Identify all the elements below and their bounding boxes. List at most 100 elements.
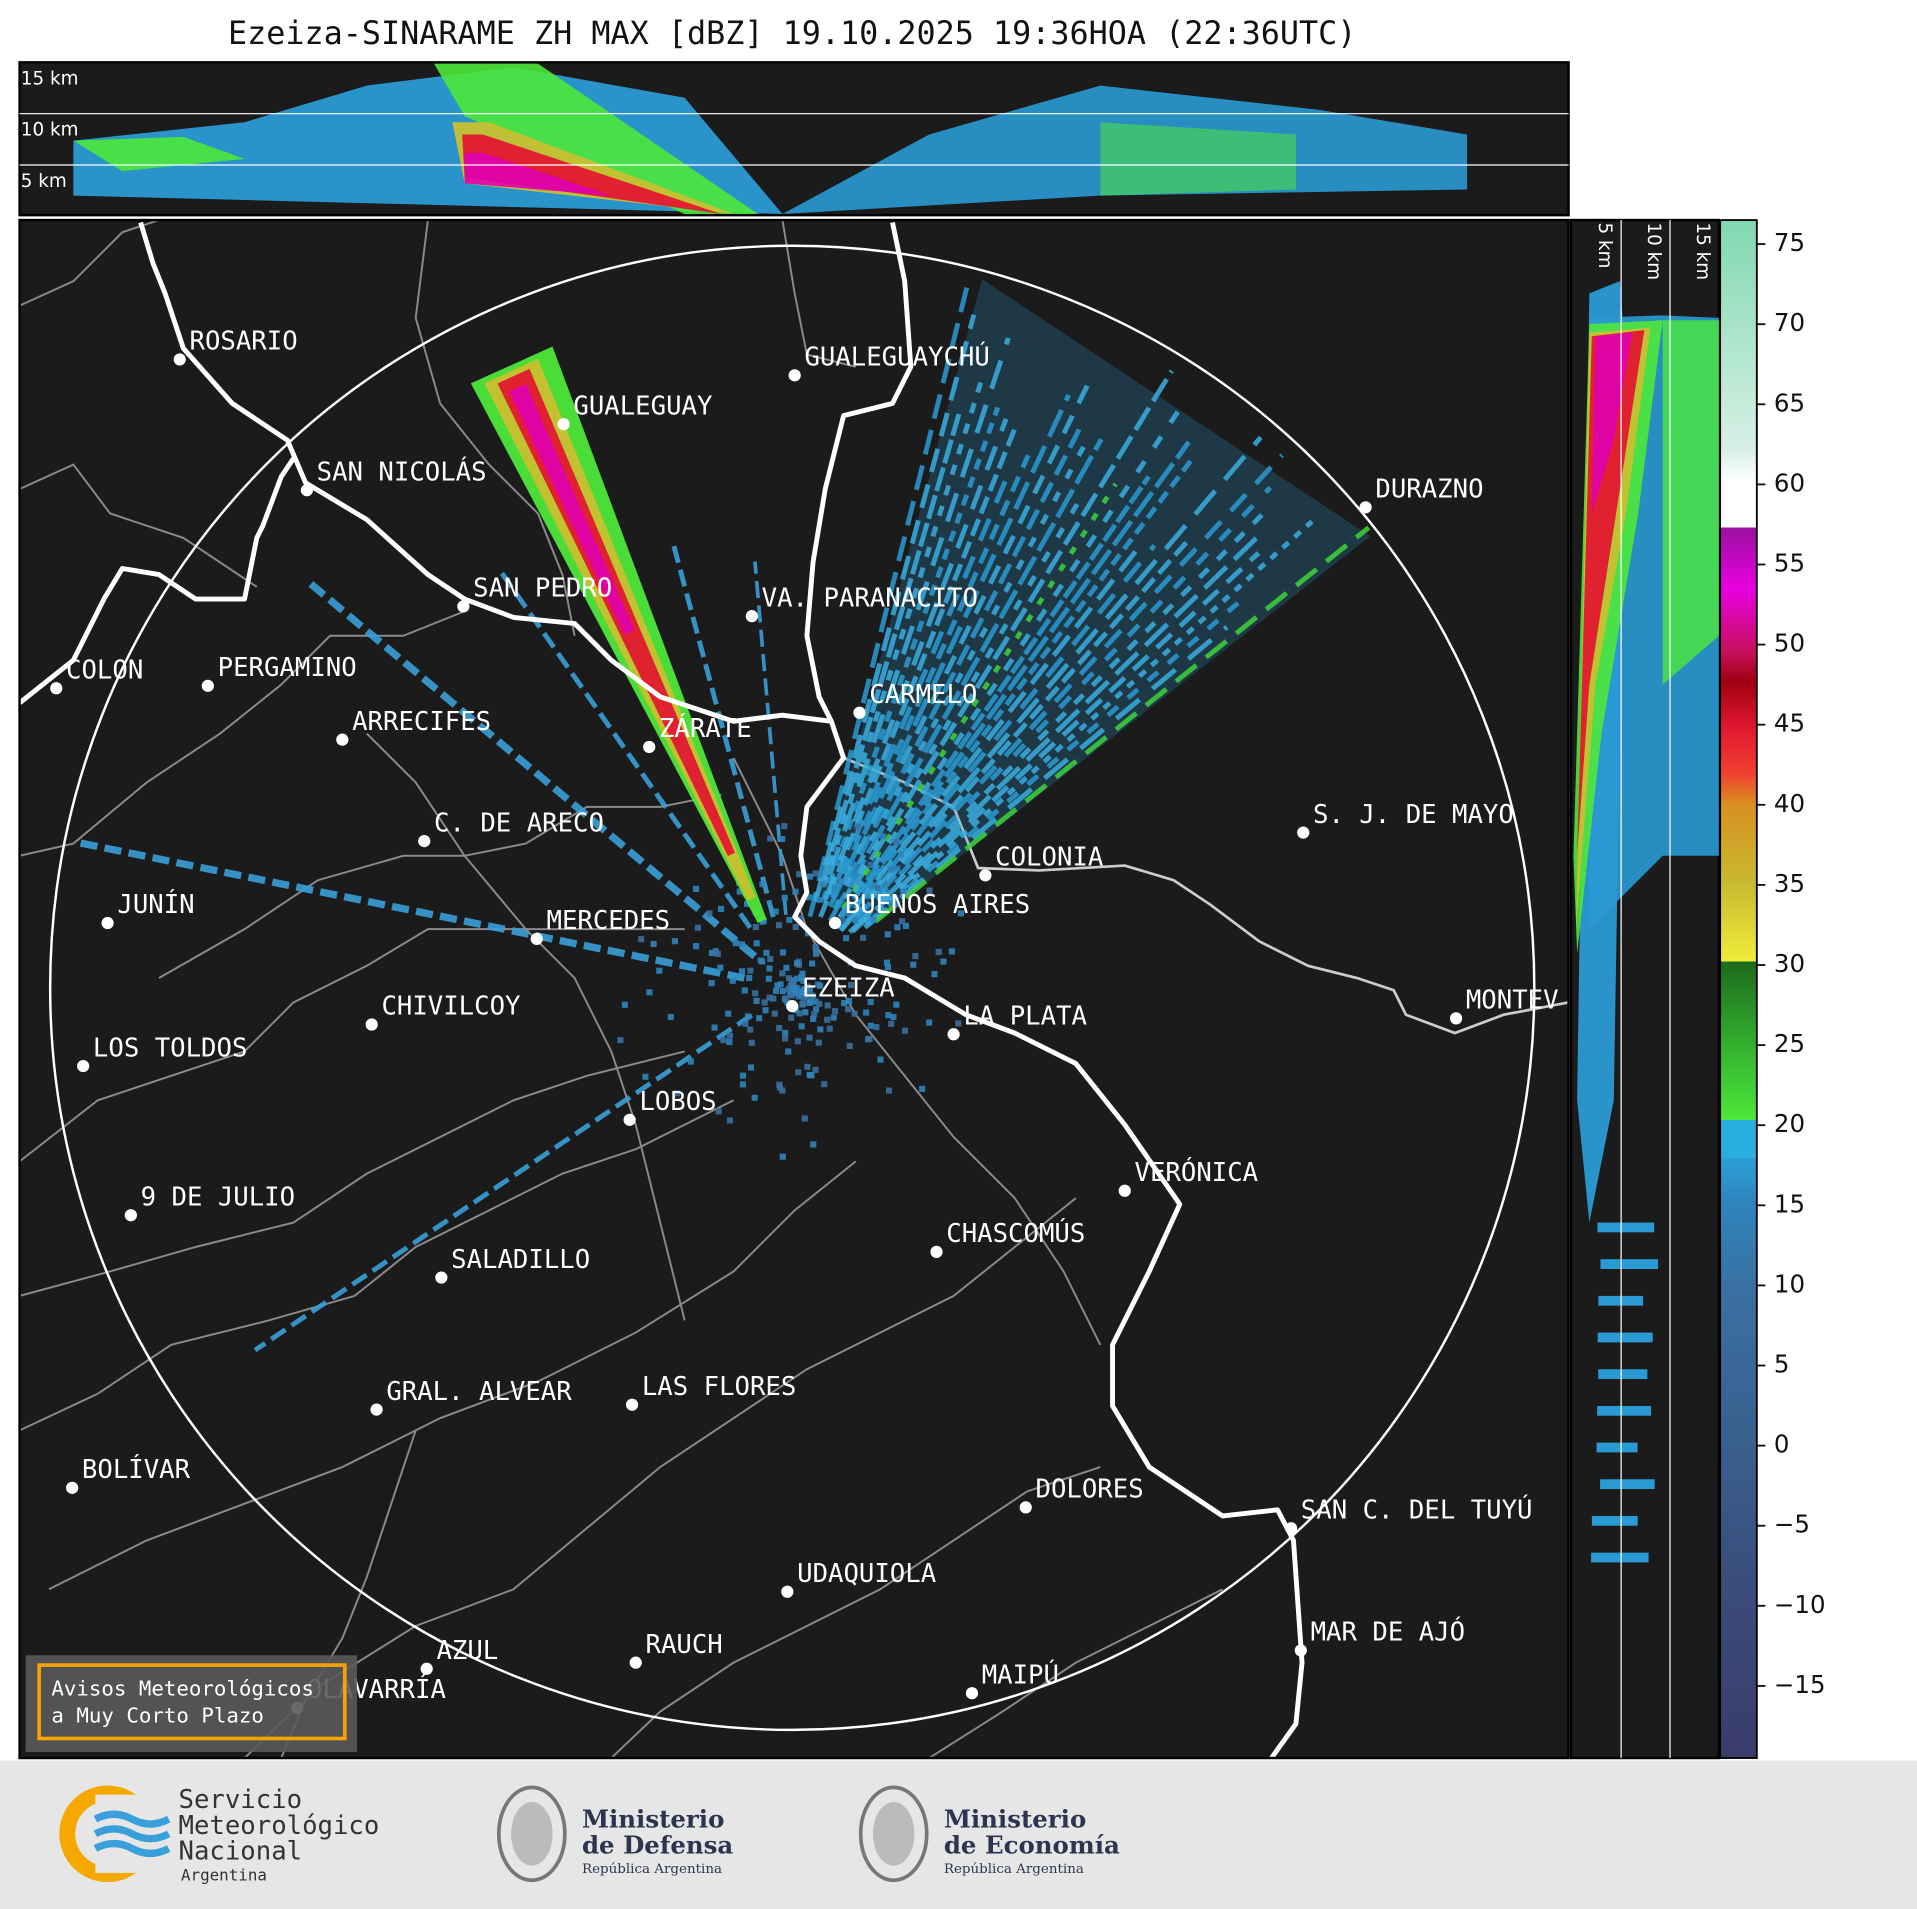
echo-ray <box>830 482 1118 927</box>
echo-ray <box>827 437 1104 922</box>
echo-cell <box>736 888 743 895</box>
city-dot <box>201 679 214 692</box>
echo-ray <box>827 393 1071 908</box>
colorbar-tick-label: −10 <box>1774 1590 1826 1619</box>
echo-cell <box>753 940 760 947</box>
echo-cell <box>804 1063 811 1070</box>
echo-cell <box>874 884 881 892</box>
echo-cell <box>883 959 891 966</box>
echo-cell <box>837 878 845 885</box>
logo-text: Ministerio <box>944 1805 1086 1834</box>
echo-cell <box>792 888 799 895</box>
colorbar-tick-label: −15 <box>1774 1670 1826 1699</box>
notice-text: Avisos Meteorológicos <box>51 1677 314 1701</box>
city-dot <box>336 733 349 746</box>
echo-cell <box>776 1081 783 1088</box>
city-label: BUENOS AIRES <box>845 890 1030 920</box>
height-label: 15 km <box>1692 223 1713 281</box>
echo-cell <box>893 1001 900 1008</box>
city-label: EZEIZA <box>802 973 895 1003</box>
echo-cell <box>801 1115 808 1122</box>
echo-cell <box>767 835 774 842</box>
echo-cell <box>781 996 788 1003</box>
echo-cell <box>776 922 783 929</box>
city-dot <box>643 740 656 754</box>
echo-cell <box>694 924 702 931</box>
logo-smn: Servicio Meteorológico Nacional Argentin… <box>59 1785 379 1884</box>
echo-cell <box>800 977 807 984</box>
echo-ray <box>753 561 788 915</box>
echo-cell <box>766 965 773 972</box>
city-dot <box>435 1271 448 1284</box>
echo-cell <box>782 1035 789 1042</box>
echo-cell <box>726 1039 733 1046</box>
echo-ray <box>844 428 1082 883</box>
echo-cell <box>821 1081 828 1088</box>
echo-cell <box>800 1000 807 1007</box>
echo-cell <box>687 1058 694 1065</box>
echo-cell <box>893 839 900 846</box>
river <box>804 222 914 723</box>
echo-cell <box>880 833 887 840</box>
echo-ray <box>876 507 1269 903</box>
echo-cell <box>801 986 808 993</box>
city-dot <box>1359 501 1372 514</box>
city-label: S. J. DE MAYO <box>1313 800 1514 830</box>
city-label: SAN C. DEL TUYÚ <box>1301 1493 1533 1525</box>
echo-cell <box>642 1073 649 1080</box>
echo-ray <box>852 545 1141 910</box>
echo-cell <box>1600 1479 1655 1490</box>
echo-cell <box>812 870 819 877</box>
echo-ray <box>852 485 1273 925</box>
echo-cell <box>781 823 788 830</box>
echo-cell <box>795 993 803 1000</box>
echo-cell <box>771 1010 778 1017</box>
echo-ray <box>837 543 1157 932</box>
echo-cell <box>847 981 855 989</box>
echo-cell <box>1596 1442 1638 1453</box>
echo-ray <box>823 417 1009 901</box>
echo-ray <box>850 551 1261 934</box>
echo-cell <box>752 990 759 997</box>
echo-cell <box>845 1006 852 1013</box>
notice-frame <box>37 1663 347 1741</box>
logo-text: Argentina <box>181 1865 267 1884</box>
logo-text: Ministerio <box>582 1805 724 1834</box>
city-dot <box>557 418 570 431</box>
echo-cell <box>779 970 786 977</box>
echo-cell <box>824 1016 831 1023</box>
city-label: VA. PARANACITO <box>762 583 978 613</box>
echo-cell <box>732 940 739 947</box>
echo-cell <box>759 881 766 888</box>
colorbar-tick-label: 65 <box>1774 388 1805 417</box>
city-label: BOLÍVAR <box>82 1453 191 1485</box>
city-dot <box>101 916 114 930</box>
echo-cell <box>841 1000 848 1007</box>
echo-cell <box>808 1072 815 1079</box>
colorbar <box>1719 219 1758 1759</box>
logo-text: de Economía <box>944 1830 1120 1859</box>
echo-cell <box>820 881 827 888</box>
city-label: RAUCH <box>646 1630 723 1660</box>
echo-cell <box>955 1020 962 1027</box>
echo-cell <box>1591 1552 1649 1563</box>
echo-cell <box>789 979 796 986</box>
logo-emblem <box>858 1785 929 1883</box>
echo-cell <box>893 900 900 907</box>
logo-text: de Defensa <box>582 1830 733 1859</box>
logo-text: Servicio <box>179 1785 303 1815</box>
echo-cell <box>948 948 955 955</box>
echo-cell <box>957 910 964 917</box>
echo-cell <box>797 974 805 981</box>
echo-cell <box>851 1010 858 1017</box>
echo-cell <box>792 923 799 930</box>
echo-cell <box>806 987 813 994</box>
echo-cell <box>795 1069 802 1076</box>
echo-cell <box>776 1024 783 1032</box>
echo-ray <box>827 337 1011 877</box>
echo-cell <box>900 888 907 895</box>
echo-cell <box>870 916 877 923</box>
echo <box>73 136 245 172</box>
height-label: 5 km <box>1594 223 1615 269</box>
